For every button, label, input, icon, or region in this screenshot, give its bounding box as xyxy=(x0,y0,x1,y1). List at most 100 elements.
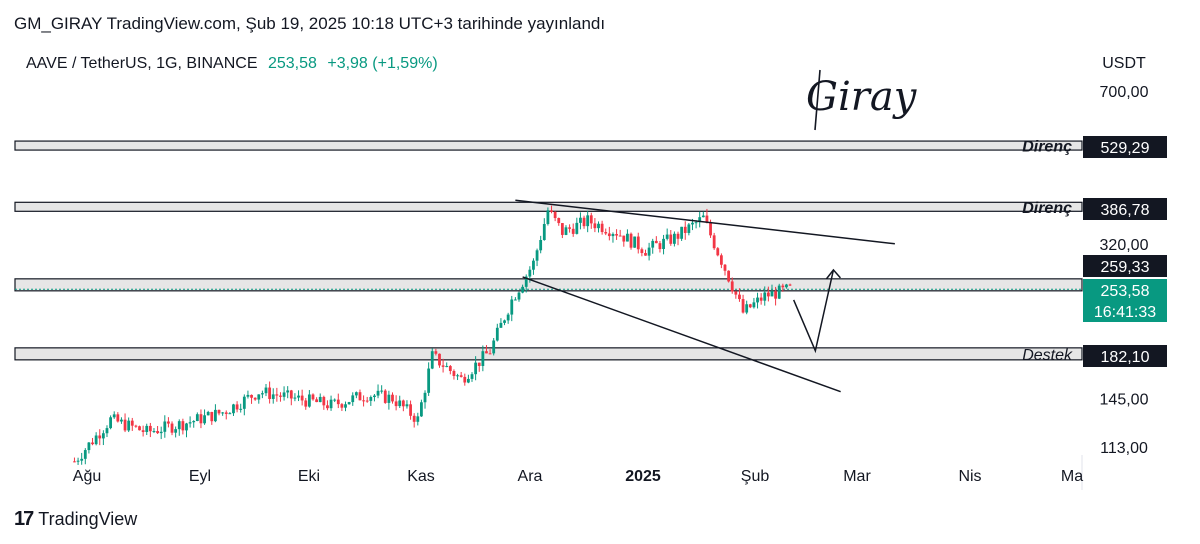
candle-body xyxy=(112,414,116,418)
zone-band xyxy=(14,140,1083,151)
time-tick: Ağu xyxy=(73,468,101,485)
candle-body xyxy=(730,281,734,292)
candle-body xyxy=(485,351,488,354)
candle-body xyxy=(195,414,199,422)
candle-body xyxy=(788,284,792,286)
candle-body xyxy=(163,421,167,432)
candle-body xyxy=(604,232,608,234)
tradingview-logo-icon: 17 xyxy=(14,508,34,530)
candle-body xyxy=(141,430,145,433)
time-axis[interactable]: Ağu Eyl Eki Kas Ara 2025 Şub Mar Nis Ma xyxy=(73,468,1083,485)
candle-body xyxy=(513,299,517,301)
candle-body xyxy=(329,399,333,409)
candle-body xyxy=(694,222,698,224)
candle-body xyxy=(181,421,185,431)
candle-body xyxy=(358,392,362,401)
candle-body xyxy=(748,304,752,308)
candle-body xyxy=(499,322,503,328)
price-label-box xyxy=(1083,255,1167,277)
candle-body xyxy=(589,215,593,224)
candle-body xyxy=(127,420,131,431)
symbol-line: AAVE / TetherUS, 1G, BINANCE 253,58 +3,9… xyxy=(26,55,438,73)
candle-body xyxy=(626,233,629,242)
candle-body xyxy=(148,425,152,432)
candle-body xyxy=(752,302,756,308)
candle-body xyxy=(214,409,217,422)
candle-body xyxy=(474,362,478,375)
candle-body xyxy=(83,450,87,459)
candle-body xyxy=(206,411,210,416)
candle-body xyxy=(517,292,521,300)
candle-body xyxy=(123,419,127,431)
candle-body xyxy=(199,414,203,424)
candle-body xyxy=(716,248,720,256)
candle-body xyxy=(318,396,322,403)
candle-body xyxy=(633,236,637,248)
candle-body xyxy=(662,238,665,250)
candle-body xyxy=(636,236,640,250)
candle-body xyxy=(774,291,777,299)
price-label-box xyxy=(1083,345,1167,367)
candle-body xyxy=(564,227,568,235)
candle-body xyxy=(665,234,669,239)
candle-body xyxy=(167,421,170,424)
candle-body xyxy=(448,366,452,371)
candle-body xyxy=(647,247,651,256)
candle-body xyxy=(600,223,604,233)
price-label-box xyxy=(1083,279,1167,301)
candle-body xyxy=(250,394,253,398)
candle-body xyxy=(210,411,214,422)
candle-body xyxy=(307,394,311,407)
footer-brand-text: TradingView xyxy=(38,509,138,529)
candle-body xyxy=(553,211,557,219)
candle-body xyxy=(532,260,535,270)
candle-body xyxy=(120,419,123,422)
time-tick: 2025 xyxy=(625,468,661,485)
candle-body xyxy=(380,390,384,392)
candle-body xyxy=(459,375,463,377)
price-axis[interactable]: USDT 700,00 320,00 145,00 113,00 xyxy=(1081,55,1149,490)
candle-body xyxy=(152,431,156,433)
candle-body xyxy=(658,243,662,250)
time-tick: Mar xyxy=(843,468,871,485)
candle-body xyxy=(134,425,138,427)
candle-body xyxy=(109,417,112,429)
zone-label: Direnç xyxy=(1022,200,1072,217)
time-tick: Eki xyxy=(298,468,320,485)
candle-body xyxy=(394,401,398,407)
candle-body xyxy=(405,404,409,407)
candle-body xyxy=(709,222,712,236)
candle-body xyxy=(224,412,228,414)
candle-body xyxy=(712,235,716,249)
candle-body xyxy=(568,227,571,229)
candle-body xyxy=(466,378,470,383)
candle-body xyxy=(336,399,340,405)
price-tick: 145,00 xyxy=(1100,391,1149,408)
candle-body xyxy=(268,387,272,399)
zone-label: Direnç xyxy=(1022,139,1072,156)
candle-body xyxy=(615,234,618,236)
time-tick: Ara xyxy=(518,468,543,485)
symbol-name[interactable]: AAVE / TetherUS, 1G, BINANCE xyxy=(26,55,258,72)
candle-body xyxy=(756,297,759,303)
candle-body xyxy=(438,353,441,366)
candle-body xyxy=(582,217,586,227)
candle-body xyxy=(781,285,785,288)
candle-body xyxy=(344,404,347,408)
zones: Direnç Direnç Destek xyxy=(14,139,1083,364)
candle-body xyxy=(423,392,427,403)
candle-body xyxy=(242,396,246,409)
footer-brand[interactable]: 17 TradingView xyxy=(14,508,137,531)
candles xyxy=(73,205,792,465)
publish-info: GM_GIRAY TradingView.com, Şub 19, 2025 1… xyxy=(14,14,606,33)
candle-body xyxy=(745,304,749,313)
candle-body xyxy=(687,224,691,233)
time-tick: Ma xyxy=(1061,468,1083,485)
candle-body xyxy=(80,458,84,461)
candle-body xyxy=(101,433,105,439)
candle-body xyxy=(73,461,76,463)
candle-body xyxy=(481,351,485,366)
price-tick: 113,00 xyxy=(1100,440,1148,457)
candle-body xyxy=(503,320,506,323)
